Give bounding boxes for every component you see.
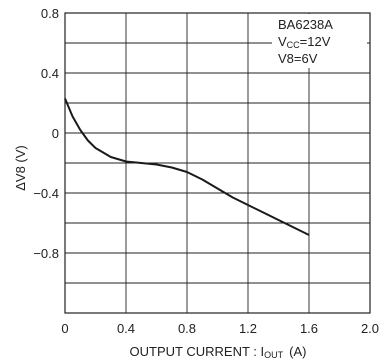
x-tick-label: 1.6 bbox=[300, 321, 318, 336]
legend: BA6238A VCC=12V V8=6V bbox=[272, 14, 367, 68]
series-group bbox=[64, 98, 310, 236]
y-tick-label: 0.8 bbox=[41, 6, 59, 21]
legend-chip: BA6238A bbox=[278, 17, 333, 32]
x-tick-labels: 0 0.4 0.8 1.2 1.6 2.0 bbox=[61, 321, 379, 336]
x-tick-label: 2.0 bbox=[361, 321, 379, 336]
x-tick-label: 1.2 bbox=[239, 321, 257, 336]
y-axis-label: ΔV8 (V) bbox=[13, 145, 28, 191]
y-tick-label: 0 bbox=[52, 126, 59, 141]
legend-vcc: VCC=12V bbox=[278, 34, 331, 50]
x-tick-label: 0 bbox=[61, 321, 68, 336]
y-tick-labels: 0.8 0.4 0 −0.4 −0.8 bbox=[33, 6, 59, 261]
legend-background bbox=[272, 14, 367, 68]
series-line bbox=[64, 98, 310, 236]
legend-v8: V8=6V bbox=[278, 51, 318, 66]
y-tick-label: −0.8 bbox=[33, 246, 59, 261]
x-axis-label: OUTPUT CURRENT : IOUT (A) bbox=[130, 344, 307, 360]
grid bbox=[65, 13, 370, 313]
x-tick-label: 0.8 bbox=[178, 321, 196, 336]
y-tick-label: −0.4 bbox=[33, 186, 59, 201]
y-tick-label: 0.4 bbox=[41, 66, 59, 81]
x-tick-label: 0.4 bbox=[117, 321, 135, 336]
